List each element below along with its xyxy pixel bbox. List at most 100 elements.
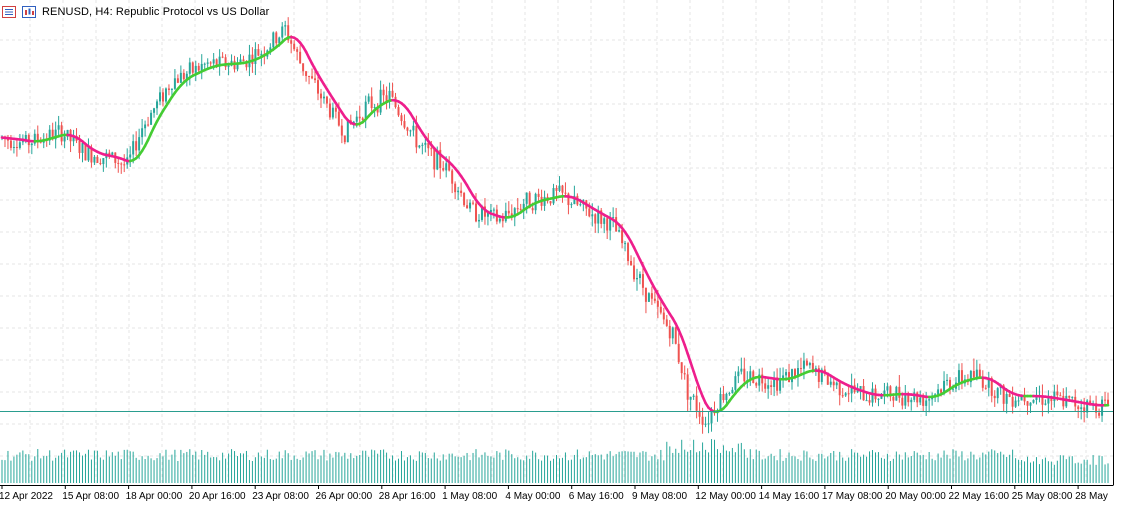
candle-bearish: [123, 164, 125, 165]
candle-bullish: [111, 152, 113, 154]
candle-bullish: [102, 158, 104, 164]
candle-bullish: [579, 204, 581, 205]
candle-bearish: [892, 397, 894, 401]
list-icon[interactable]: [2, 6, 16, 18]
candle-bullish: [144, 125, 146, 129]
candle-bearish: [663, 313, 665, 320]
candle-bullish: [323, 97, 325, 99]
candle-bearish: [96, 157, 98, 163]
candle-bullish: [165, 88, 167, 101]
candle-bullish: [618, 230, 620, 231]
x-tick-label: 25 May 08:00: [1012, 491, 1073, 502]
candle-bearish: [556, 188, 558, 191]
candle-bullish: [13, 147, 15, 148]
candle-bullish: [93, 157, 95, 163]
candle-bearish: [463, 193, 465, 205]
candle-bearish: [520, 209, 522, 210]
candle-bullish: [886, 386, 888, 390]
candle-bearish: [1077, 407, 1079, 409]
candle-bullish: [1032, 400, 1034, 403]
candle-bearish: [538, 194, 540, 197]
candle-bearish: [863, 386, 865, 400]
candle-bearish: [359, 117, 361, 119]
candle-bearish: [162, 92, 164, 101]
candle-bullish: [612, 217, 614, 218]
candle-bearish: [979, 370, 981, 377]
moving-average-segment: [685, 345, 688, 354]
candle-bullish: [281, 27, 283, 38]
candle-bullish: [860, 386, 862, 389]
candle-bullish: [570, 204, 572, 205]
candle-bullish: [1101, 400, 1103, 416]
candle-bullish: [728, 393, 730, 394]
candle-bullish: [469, 203, 471, 209]
candle-bearish: [806, 361, 808, 366]
candle-bearish: [257, 49, 259, 56]
candle-bullish: [976, 370, 978, 378]
candle-bullish: [180, 73, 182, 83]
candle-bearish: [1098, 413, 1100, 416]
symbol-chart-icon[interactable]: [22, 6, 36, 18]
candle-bullish: [603, 218, 605, 224]
candle-bearish: [594, 214, 596, 223]
candle-bearish: [660, 307, 662, 313]
candle-bearish: [973, 371, 975, 377]
candle-bearish: [669, 326, 671, 338]
candle-bullish: [213, 59, 215, 63]
candle-bullish: [1006, 394, 1008, 404]
candle-bearish: [800, 368, 802, 369]
candle-bearish: [317, 80, 319, 93]
candle-bullish: [204, 64, 206, 65]
candle-bearish: [305, 71, 307, 76]
candle-bearish: [460, 191, 462, 193]
candle-bullish: [87, 147, 89, 160]
candle-bullish: [636, 278, 638, 279]
candle-bearish: [1062, 396, 1064, 406]
candle-bearish: [344, 136, 346, 143]
candle-bearish: [397, 107, 399, 115]
candle-bullish: [648, 293, 650, 302]
x-tick-label: 23 Apr 08:00: [252, 491, 309, 502]
candle-bearish: [627, 243, 629, 261]
candle-bearish: [117, 163, 119, 164]
candle-bearish: [308, 76, 310, 77]
candle-bearish: [338, 112, 340, 126]
candle-bullish: [639, 274, 641, 278]
candle-bearish: [517, 208, 519, 209]
candle-bearish: [922, 398, 924, 406]
candle-bullish: [705, 424, 707, 425]
candle-bearish: [940, 389, 942, 392]
candle-bullish: [719, 394, 721, 410]
candle-bearish: [898, 387, 900, 398]
candle-bearish: [335, 108, 337, 112]
candle-bearish: [1009, 394, 1011, 397]
candle-bullish: [866, 400, 868, 401]
candle-bearish: [681, 362, 683, 373]
candle-bearish: [842, 395, 844, 396]
candle-bullish: [1044, 404, 1046, 405]
candle-bearish: [588, 209, 590, 217]
candle-bearish: [392, 91, 394, 97]
candle-bullish: [156, 101, 158, 108]
candle-bullish: [499, 219, 501, 222]
candle-bullish: [195, 66, 197, 73]
x-tick-label: 14 May 16:00: [759, 491, 820, 502]
candle-bearish: [702, 417, 704, 425]
x-tick-label: 20 May 00:00: [885, 491, 946, 502]
candle-bullish: [737, 372, 739, 377]
x-tick-label: 20 Apr 16:00: [189, 491, 246, 502]
candle-bearish: [442, 168, 444, 170]
candle-bullish: [457, 191, 459, 192]
x-tick-label: 1 May 08:00: [442, 491, 497, 502]
candle-bullish: [347, 120, 349, 142]
candle-bullish: [171, 89, 173, 90]
candle-bullish: [830, 382, 832, 385]
candle-bullish: [31, 144, 33, 145]
candle-bullish: [22, 141, 24, 142]
candle-bearish: [302, 63, 304, 71]
candle-bullish: [174, 78, 176, 89]
moving-average-segment: [694, 371, 697, 380]
candle-bearish: [475, 204, 477, 222]
